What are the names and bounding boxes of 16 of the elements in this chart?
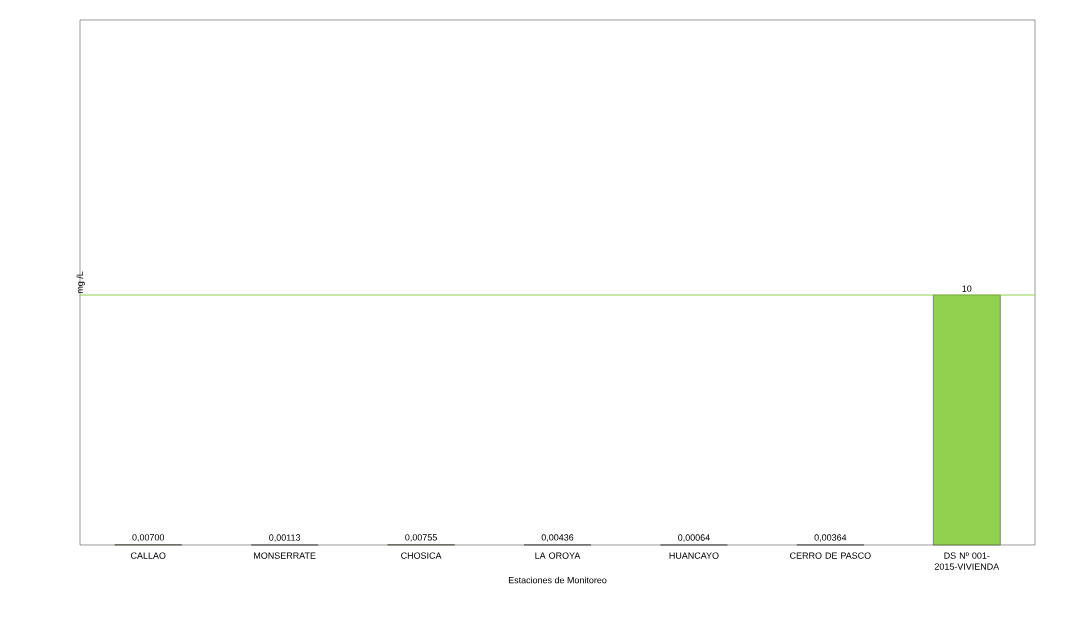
data-label: 0,00755 xyxy=(405,534,437,542)
data-label: 0,00436 xyxy=(541,534,574,542)
y-axis-title: mg /L xyxy=(76,271,85,294)
x-tick-label: HUANCAYO xyxy=(669,552,719,559)
data-label: 0,00364 xyxy=(814,534,847,542)
x-tick-label: CALLAO xyxy=(130,552,166,559)
data-label: 10 xyxy=(962,285,972,292)
data-label: 0,00113 xyxy=(269,534,301,542)
x-tick-label: CERRO DE PASCO xyxy=(790,552,871,559)
x-tick-label: LA OROYA xyxy=(535,552,581,559)
x-tick-label: CHOSICA xyxy=(401,552,442,559)
x-axis-title: Estaciones de Monitoreo xyxy=(508,576,607,584)
x-tick-label: DS Nº 001-2015-VIVIENDA xyxy=(934,552,1000,570)
data-label: 0,00700 xyxy=(132,534,165,542)
data-label: 0,00064 xyxy=(678,534,710,542)
x-tick-label: MONSERRATE xyxy=(254,552,316,559)
